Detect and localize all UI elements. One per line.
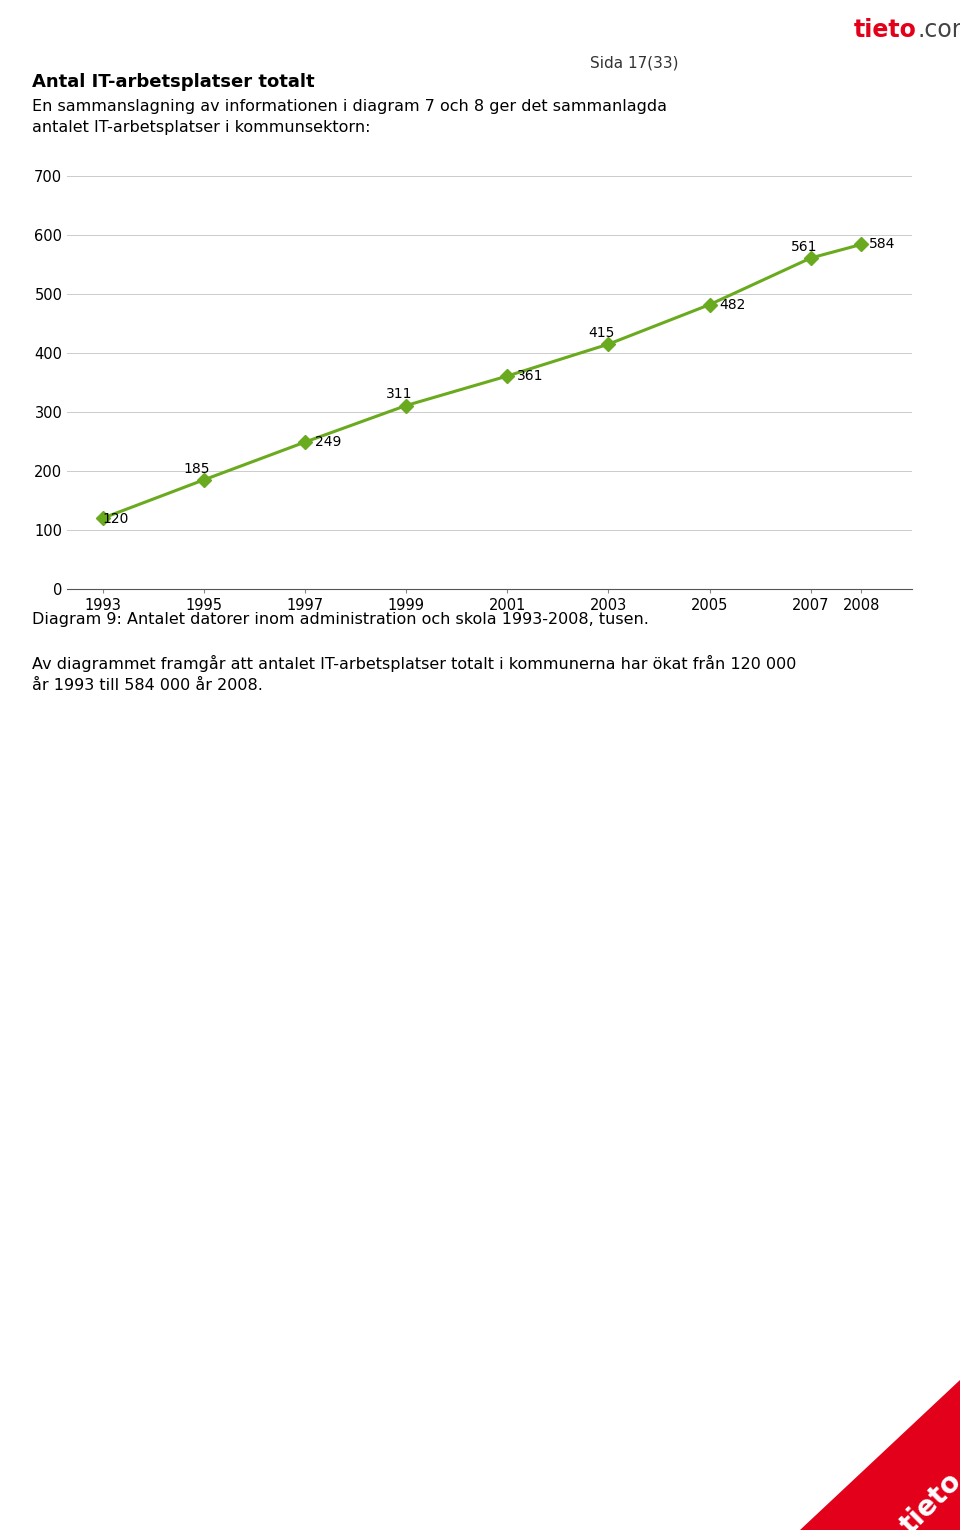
Text: tieto: tieto [895, 1467, 960, 1530]
Text: 561: 561 [791, 240, 817, 254]
Text: 361: 361 [517, 369, 544, 382]
Text: 482: 482 [720, 298, 746, 312]
Text: 185: 185 [183, 462, 210, 476]
Text: En sammanslagning av informationen i diagram 7 och 8 ger det sammanlagda
antalet: En sammanslagning av informationen i dia… [32, 99, 666, 135]
Text: tieto: tieto [854, 18, 917, 43]
Text: Av diagrammet framgår att antalet IT-arbetsplatser totalt i kommunerna har ökat : Av diagrammet framgår att antalet IT-arb… [32, 655, 796, 693]
Text: 584: 584 [869, 237, 896, 251]
Polygon shape [800, 1380, 960, 1530]
Text: 311: 311 [386, 387, 413, 401]
Text: 415: 415 [588, 326, 614, 340]
Text: Antal IT-arbetsplatser totalt: Antal IT-arbetsplatser totalt [32, 73, 314, 92]
Text: .com: .com [918, 18, 960, 43]
Text: 120: 120 [103, 513, 129, 526]
Text: Diagram 9: Antalet datorer inom administration och skola 1993-2008, tusen.: Diagram 9: Antalet datorer inom administ… [32, 612, 649, 627]
Text: 249: 249 [315, 435, 342, 450]
Text: Sida 17(33): Sida 17(33) [590, 55, 679, 70]
